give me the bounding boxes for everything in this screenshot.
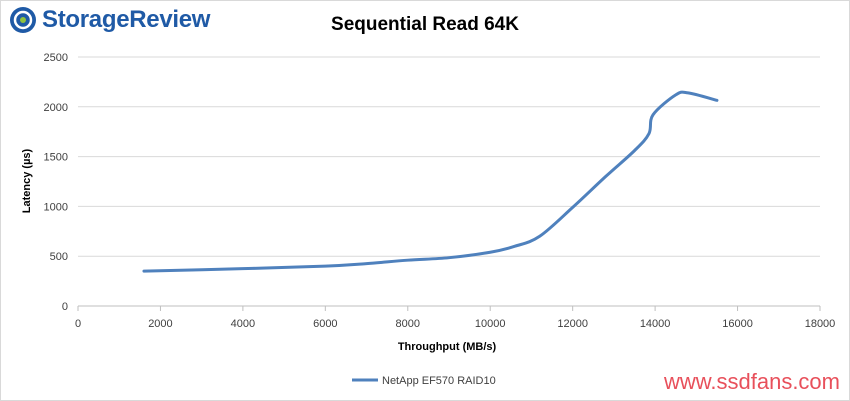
storagereview-logo-icon bbox=[10, 7, 36, 33]
y-tick-label: 500 bbox=[50, 251, 68, 263]
y-tick-label: 2500 bbox=[44, 52, 68, 64]
x-tick-label: 6000 bbox=[313, 318, 337, 330]
x-tick-label: 4000 bbox=[231, 318, 255, 330]
series-line bbox=[142, 90, 719, 273]
logo: StorageReview bbox=[8, 4, 210, 36]
watermark: www.ssdfans.com bbox=[663, 369, 840, 394]
x-tick-label: 12000 bbox=[557, 318, 588, 330]
x-axis-label: Throughput (MB/s) bbox=[398, 341, 497, 353]
chart-title: Sequential Read 64K bbox=[331, 14, 519, 35]
grid-lines bbox=[78, 56, 820, 307]
legend: NetApp EF570 RAID10 bbox=[352, 375, 496, 387]
legend-label: NetApp EF570 RAID10 bbox=[382, 375, 496, 387]
logo-text: StorageReview bbox=[42, 6, 211, 33]
series-layer bbox=[142, 90, 719, 273]
y-tick-label: 2000 bbox=[44, 102, 68, 114]
y-axis-label: Latency (µs) bbox=[21, 148, 33, 213]
x-tick-label: 2000 bbox=[148, 318, 172, 330]
y-tick-label: 1000 bbox=[44, 201, 68, 213]
x-tick-label: 14000 bbox=[640, 318, 671, 330]
x-tick-label: 16000 bbox=[722, 318, 753, 330]
x-tick-label: 10000 bbox=[475, 318, 506, 330]
x-axis: 0 2000 4000 6000 8000 10000 12000 14000 16000 180… bbox=[75, 306, 835, 330]
x-tick-label: 8000 bbox=[396, 318, 420, 330]
x-tick-label: 18000 bbox=[805, 318, 836, 330]
x-tick-label: 0 bbox=[75, 318, 81, 330]
y-tick-label: 0 bbox=[62, 301, 68, 313]
y-tick-label: 1500 bbox=[44, 152, 68, 164]
y-axis: 0 500 1000 1500 2000 2500 bbox=[44, 52, 68, 313]
